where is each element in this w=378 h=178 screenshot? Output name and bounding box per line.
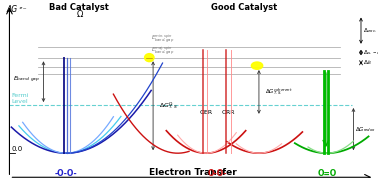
Ellipse shape xyxy=(251,62,263,69)
Text: $\Delta G^{coherent}_{T.S.}$: $\Delta G^{coherent}_{T.S.}$ xyxy=(265,87,292,97)
Text: OER: OER xyxy=(200,110,212,115)
Text: ORR: ORR xyxy=(222,110,235,115)
Text: $E^{maj.spin}_{band,gap}$: $E^{maj.spin}_{band,gap}$ xyxy=(151,44,174,57)
Text: 0.0: 0.0 xyxy=(11,146,23,153)
Text: $\Delta_{\bar{B}}$: $\Delta_{\bar{B}}$ xyxy=(363,58,372,67)
Text: Bad Catalyst: Bad Catalyst xyxy=(50,3,109,12)
Text: Fermi
Level: Fermi Level xyxy=(11,93,29,104)
Text: O-O-: O-O- xyxy=(208,169,227,178)
Text: $E^{min.spin}_{band,gap}$: $E^{min.spin}_{band,gap}$ xyxy=(151,33,174,45)
Text: Electron Transfer: Electron Transfer xyxy=(149,168,237,177)
Text: O=O: O=O xyxy=(318,169,336,178)
Text: $\Delta_{exc.}$: $\Delta_{exc.}$ xyxy=(363,26,377,35)
Text: -O-O-: -O-O- xyxy=(55,169,77,178)
Text: $\Delta G^{\Omega}_{T.S.}$: $\Delta G^{\Omega}_{T.S.}$ xyxy=(159,100,178,111)
Text: $\Delta G_{redox}$: $\Delta G_{redox}$ xyxy=(355,125,376,134)
Text: Ω: Ω xyxy=(76,10,82,19)
Text: $\Delta_{s.-o.}$: $\Delta_{s.-o.}$ xyxy=(363,48,378,57)
Text: $E_{band,gap}$: $E_{band,gap}$ xyxy=(13,75,40,85)
Ellipse shape xyxy=(144,54,154,62)
Text: ΔG ᵉ⁻: ΔG ᵉ⁻ xyxy=(7,5,28,14)
Text: Good Catalyst: Good Catalyst xyxy=(211,3,277,12)
